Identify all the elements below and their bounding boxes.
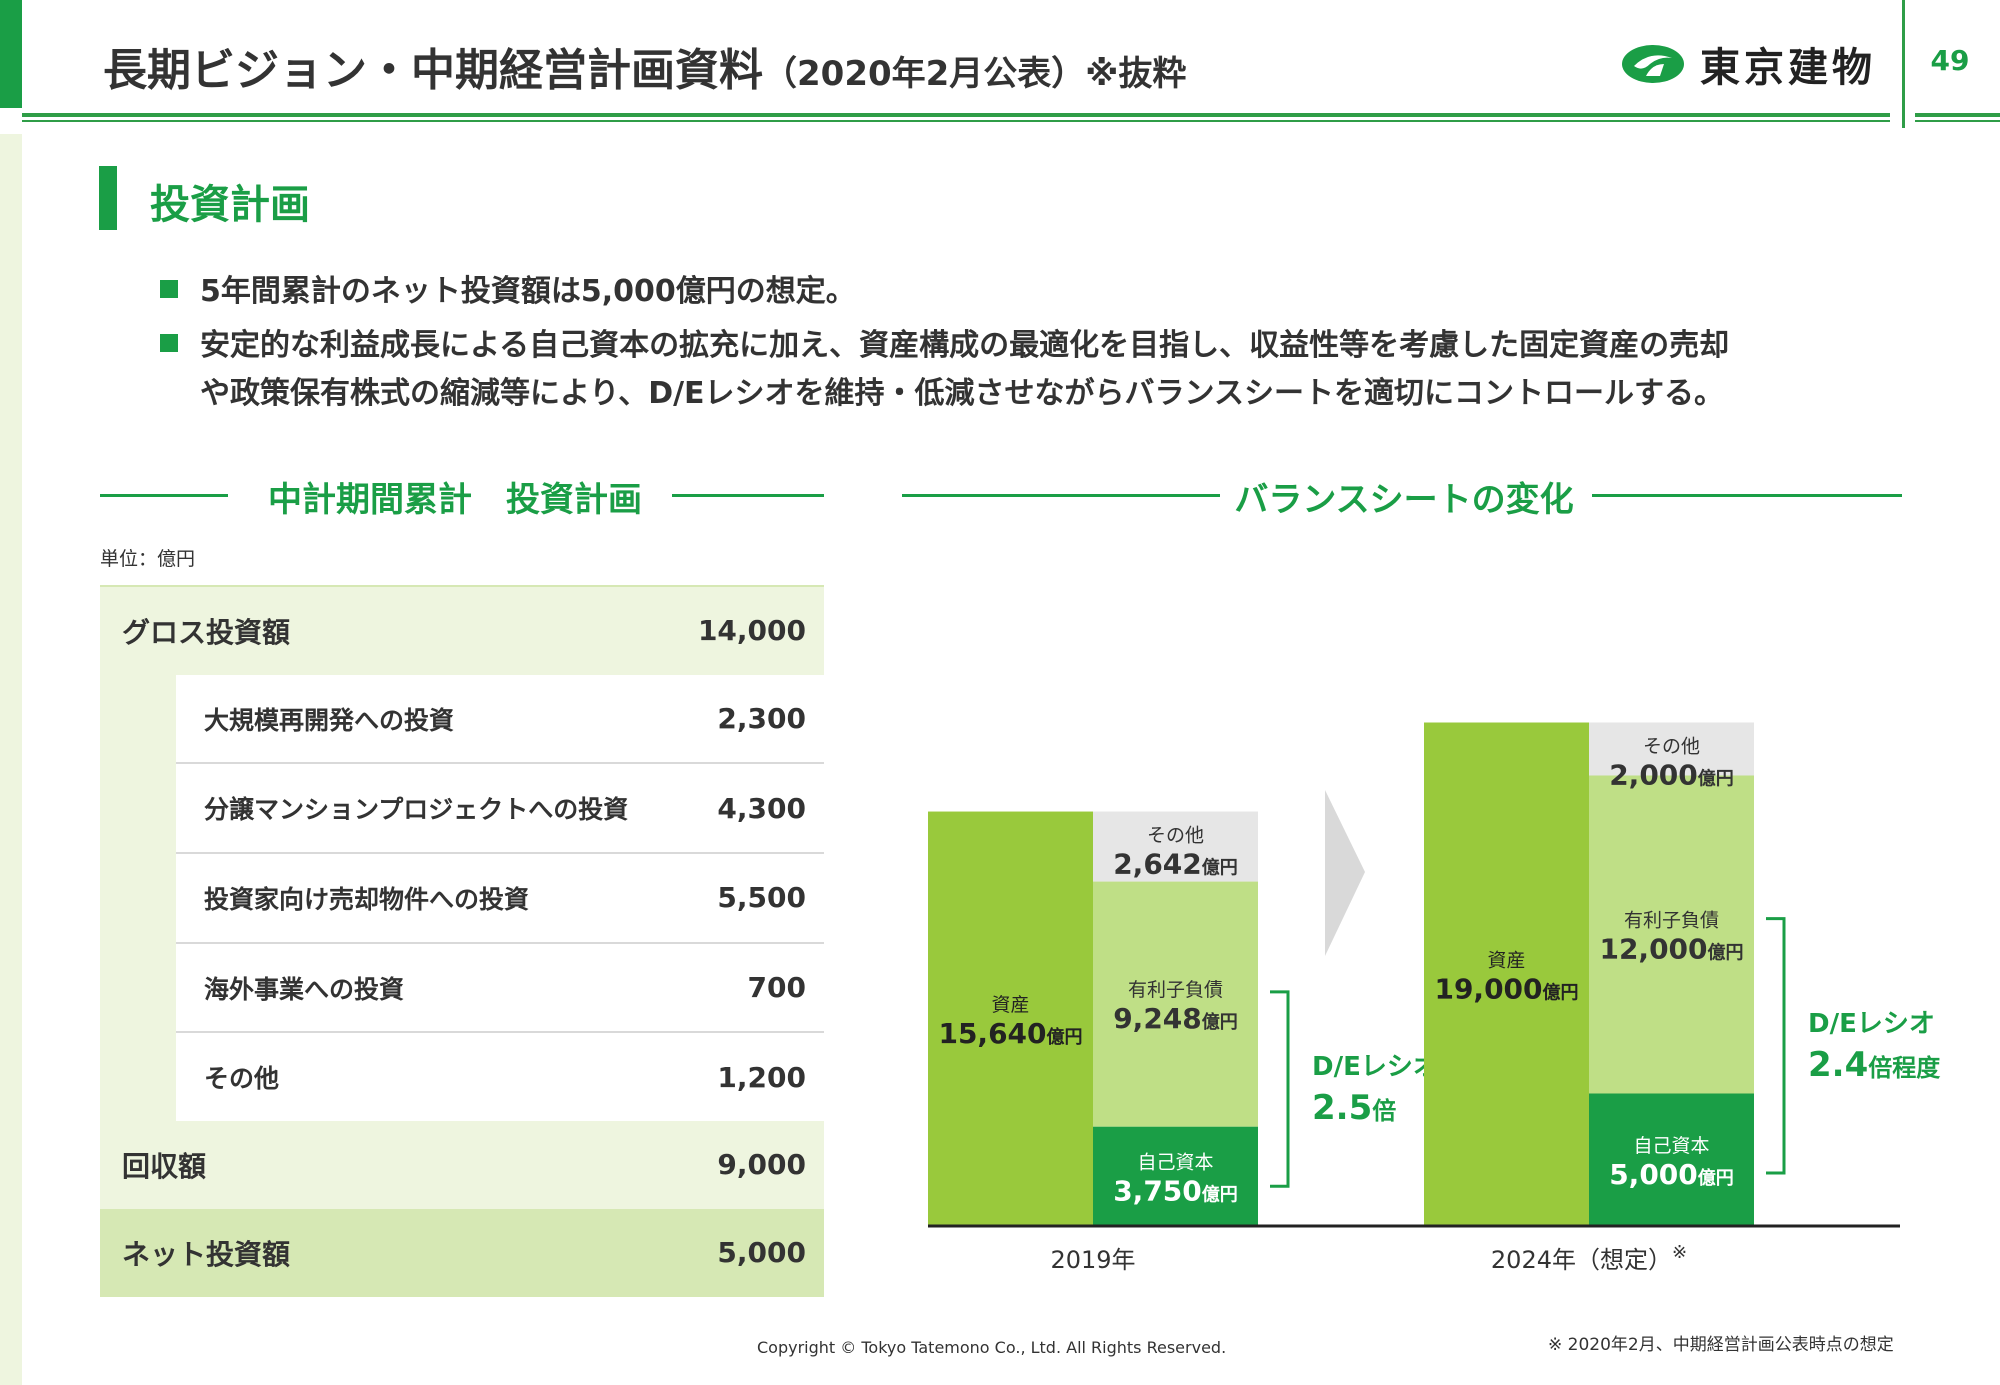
heading-rule	[902, 494, 1220, 497]
item-value: 1,200	[682, 1032, 824, 1122]
copyright: Copyright © Tokyo Tatemono Co., Ltd. All…	[757, 1338, 1227, 1357]
asset-bar	[1424, 722, 1589, 1226]
table-row: 大規模再開発への投資 2,300	[100, 674, 824, 765]
table-row: 投資家向け売却物件への投資 5,500	[100, 853, 824, 944]
stack-label-2-name: その他	[1147, 825, 1204, 847]
header-rule	[22, 113, 1890, 117]
de-ratio-bracket	[1270, 990, 1290, 1188]
page-title: 長期ビジョン・中期経営計画資料（2020年2月公表）※抜粋	[103, 34, 1186, 98]
stack-bar-2	[1093, 811, 1258, 882]
item-label: 分譲マンションプロジェクトへの投資	[176, 763, 683, 855]
gross-label: グロス投資額	[100, 585, 683, 675]
stack-label-2-value: 2,000億円	[1609, 759, 1734, 792]
bullet-square-icon	[160, 280, 178, 298]
company-name: 東京建物	[1700, 45, 1876, 91]
stack-bar-0	[1589, 1093, 1754, 1226]
item-label: 投資家向け売却物件への投資	[176, 853, 683, 944]
indent-cell	[100, 674, 176, 764]
table-row-gross: グロス投資額 14,000	[100, 585, 824, 675]
balance-sheet-chart-svg: 資産15,640億円自己資本3,750億円有利子負債9,248億円その他2,64…	[928, 722, 1941, 1274]
bullet-item-continued: や政策保有株式の縮減等により、D/Eレシオを維持・低減させながらバランスシートを…	[160, 370, 1724, 418]
item-label: 海外事業への投資	[176, 942, 683, 1034]
balance-sheet-heading: バランスシートの変化	[1234, 480, 1574, 520]
asset-label-name: 資産	[991, 994, 1029, 1016]
item-value: 5,500	[682, 853, 824, 944]
header-divider	[1902, 0, 1905, 128]
item-value: 4,300	[682, 763, 824, 855]
stack-bar-0	[1093, 1126, 1258, 1226]
recovery-label: 回収額	[100, 1121, 683, 1209]
stack-bar-1	[1093, 881, 1258, 1127]
net-label: ネット投資額	[100, 1208, 683, 1297]
stack-bar-2	[1589, 722, 1754, 776]
table-row: その他 1,200	[100, 1032, 824, 1122]
gross-value: 14,000	[682, 585, 824, 675]
unit-label: 単位：億円	[100, 548, 196, 570]
investment-table: グロス投資額 14,000 大規模再開発への投資 2,300 分譲マンションプロ…	[100, 585, 824, 1297]
de-ratio-value: 2.4倍程度	[1808, 1045, 1941, 1085]
page-number: 49	[1930, 44, 1970, 77]
header-accent-bar	[0, 0, 22, 108]
heading-rule	[100, 494, 228, 497]
balance-sheet-chart: 資産 15,640億円 自己資本 3,750億円 有利子負債 9,248億円 その他 2,64…	[900, 560, 2000, 1310]
bullet-text: や政策保有株式の縮減等により、D/Eレシオを維持・低減させながらバランスシートを…	[200, 376, 1724, 411]
item-value: 2,300	[682, 674, 824, 765]
heading-rule	[1592, 494, 1902, 497]
bullet-text: 安定的な利益成長による自己資本の拡充に加え、資産構成の最適化を目指し、収益性等を…	[200, 328, 1730, 363]
table-row-net: ネット投資額 5,000	[100, 1208, 824, 1297]
header-rule-right-thin	[1915, 120, 2000, 122]
de-ratio-value: 2.5倍	[1312, 1088, 1396, 1128]
section-title: 投資計画	[150, 182, 310, 228]
indent-cell	[100, 763, 176, 854]
recovery-value: 9,000	[682, 1121, 824, 1209]
de-ratio-bracket	[1766, 917, 1786, 1175]
company-logo: 東京建物	[1620, 36, 1876, 92]
header-rule-thin	[22, 120, 1890, 122]
category-label: 2019年	[1050, 1246, 1135, 1274]
stack-label-1-name: 有利子負債	[1624, 910, 1719, 932]
indent-cell	[100, 1032, 176, 1122]
stack-label-0-name: 自己資本	[1137, 1151, 1213, 1173]
de-ratio-label: D/Eレシオ	[1808, 1009, 1935, 1039]
table-row: 海外事業への投資 700	[100, 942, 824, 1034]
footnote: ※ 2020年2月、中期経営計画公表時点の想定	[1548, 1335, 1894, 1355]
table-row: 分譲マンションプロジェクトへの投資 4,300	[100, 763, 824, 855]
bullet-square-icon	[160, 334, 178, 352]
bullet-item: 安定的な利益成長による自己資本の拡充に加え、資産構成の最適化を目指し、収益性等を…	[160, 322, 1729, 370]
stack-label-1-name: 有利子負債	[1128, 979, 1223, 1001]
indent-cell	[100, 942, 176, 1033]
category-label: 2024年（想定）※	[1491, 1242, 1687, 1274]
item-label: その他	[176, 1032, 683, 1122]
page-title-main: 長期ビジョン・中期経営計画資料	[103, 45, 763, 96]
investment-heading: 中計期間累計 投資計画	[268, 480, 642, 520]
item-label: 大規模再開発への投資	[176, 674, 683, 765]
item-value: 700	[682, 942, 824, 1034]
stack-label-2-value: 2,642億円	[1113, 848, 1238, 881]
bullet-text: 5年間累計のネット投資額は5,000億円の想定。	[200, 274, 856, 309]
company-logo-icon	[1622, 45, 1684, 83]
heading-rule	[672, 494, 824, 497]
asset-label-name: 資産	[1487, 949, 1525, 971]
asset-bar	[928, 811, 1093, 1226]
side-strip	[0, 134, 22, 1385]
stack-bar-1	[1589, 775, 1754, 1094]
header-rule-right	[1915, 113, 2000, 117]
stack-label-0-name: 自己資本	[1633, 1135, 1709, 1157]
bullet-item: 5年間累計のネット投資額は5,000億円の想定。	[160, 268, 856, 316]
page-title-sub: （2020年2月公表）※抜粋	[763, 54, 1187, 94]
de-ratio-label: D/Eレシオ	[1312, 1052, 1439, 1082]
section-marker	[99, 166, 117, 230]
stack-label-2-name: その他	[1643, 736, 1700, 758]
net-value: 5,000	[682, 1208, 824, 1297]
indent-cell	[100, 853, 176, 943]
table-row-recovery: 回収額 9,000	[100, 1121, 824, 1209]
arrow-right-icon	[1325, 790, 1365, 956]
